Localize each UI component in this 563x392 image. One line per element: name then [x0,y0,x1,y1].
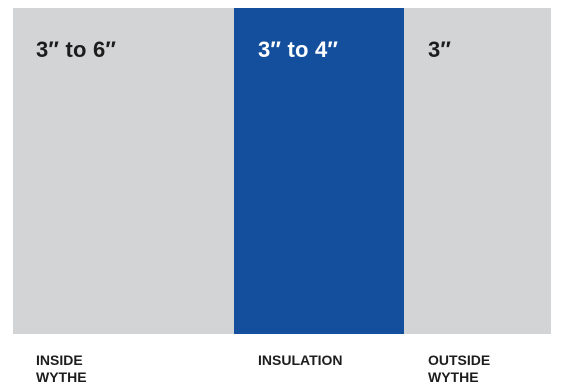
insulation-panel: 3″ to 4″ [234,8,404,334]
insulation-dimension: 3″ to 4″ [258,37,339,62]
insulation-label: INSULATION [258,352,343,369]
inside-wythe-panel: 3″ to 6″ [13,8,234,334]
outside-wythe-label: OUTSIDE WYTHE [428,352,490,386]
inside-wythe-label: INSIDE WYTHE [36,352,87,386]
outside-wythe-label-line2: WYTHE [428,369,479,385]
insulation-label-line1: INSULATION [258,352,343,368]
inside-wythe-dimension: 3″ to 6″ [36,37,117,62]
outside-wythe-label-line1: OUTSIDE [428,352,491,368]
outside-wythe-dimension: 3″ [428,37,452,62]
inside-wythe-label-line1: INSIDE [36,352,83,368]
inside-wythe-label-line2: WYTHE [36,369,87,385]
outside-wythe-panel: 3″ [404,8,551,334]
